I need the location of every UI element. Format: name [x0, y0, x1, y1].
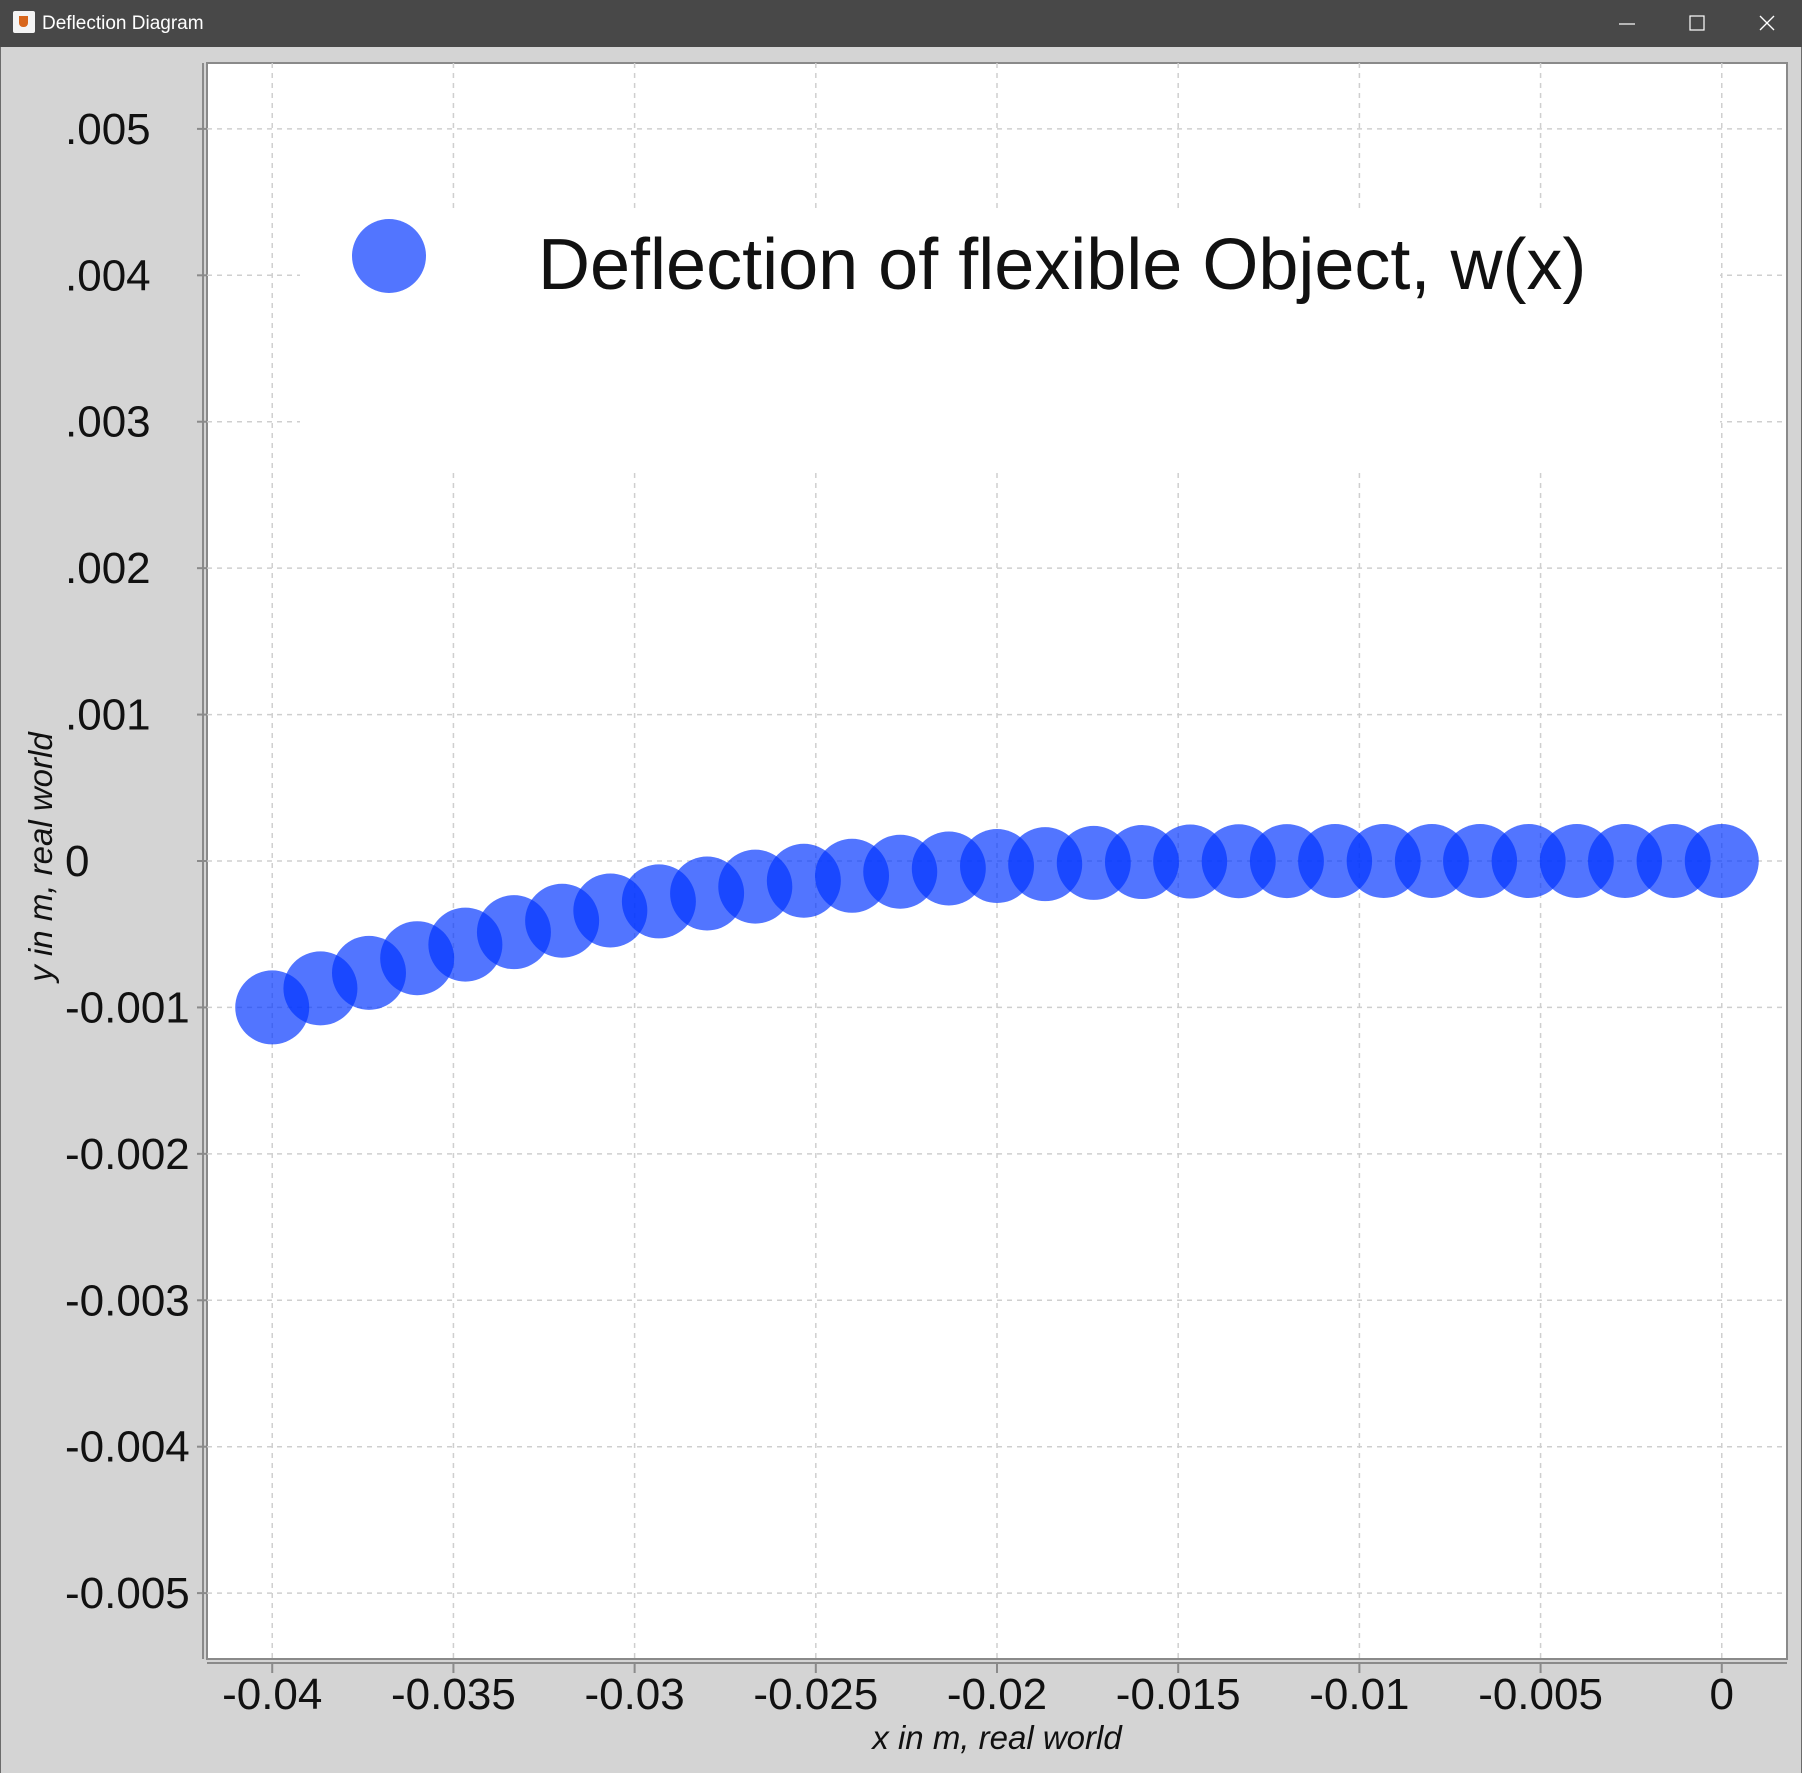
y-tick-label: .002 — [65, 544, 151, 593]
x-tick-label: -0.02 — [947, 1670, 1047, 1719]
java-app-icon — [13, 11, 35, 33]
x-axis-title: x in m, real world — [870, 1719, 1123, 1756]
legend-marker — [352, 219, 426, 293]
x-axis-ticks: -0.04 -0.035 -0.03 -0.025 -0.02 -0.015 -0.01 -0… — [222, 1663, 1734, 1719]
y-tick-label: -0.002 — [65, 1130, 190, 1179]
title-bar[interactable]: Deflection Diagram — [0, 0, 1802, 47]
minimize-button[interactable] — [1592, 0, 1662, 47]
x-tick-label: 0 — [1710, 1670, 1734, 1719]
y-tick-label: 0 — [65, 837, 89, 886]
y-axis-title: y in m, real world — [22, 731, 59, 984]
y-tick-label: -0.003 — [65, 1276, 190, 1325]
y-tick-label: -0.001 — [65, 983, 190, 1032]
legend: Deflection of flexible Object, w(x) — [300, 210, 1720, 470]
x-tick-label: -0.025 — [753, 1670, 878, 1719]
data-point — [1684, 824, 1759, 898]
y-tick-label: -0.004 — [65, 1423, 190, 1472]
data-series — [235, 824, 1759, 1045]
x-tick-label: -0.035 — [391, 1670, 516, 1719]
x-tick-label: -0.015 — [1116, 1670, 1241, 1719]
y-tick-label: .001 — [65, 691, 151, 740]
y-tick-label: .003 — [65, 398, 151, 447]
window-title: Deflection Diagram — [42, 13, 204, 34]
x-tick-label: -0.03 — [584, 1670, 684, 1719]
close-icon — [1759, 15, 1775, 31]
maximize-button[interactable] — [1662, 0, 1732, 47]
y-tick-label: .004 — [65, 251, 151, 300]
close-button[interactable] — [1732, 0, 1802, 47]
legend-label: Deflection of flexible Object, w(x) — [538, 225, 1586, 305]
deflection-chart: .005 .004 .003 .002 .001 0 -0.001 -0.002 -0.003 -… — [22, 62, 1788, 1756]
x-tick-label: -0.04 — [222, 1670, 322, 1719]
x-tick-label: -0.005 — [1478, 1670, 1603, 1719]
x-tick-label: -0.01 — [1309, 1670, 1409, 1719]
y-axis-ticks: .005 .004 .003 .002 .001 0 -0.001 -0.002 -0.003 -… — [65, 105, 207, 1618]
y-tick-label: -0.005 — [65, 1569, 190, 1618]
y-tick-label: .005 — [65, 105, 151, 154]
maximize-icon — [1689, 15, 1705, 31]
legend-background — [300, 210, 1720, 470]
minimize-icon — [1619, 23, 1635, 25]
